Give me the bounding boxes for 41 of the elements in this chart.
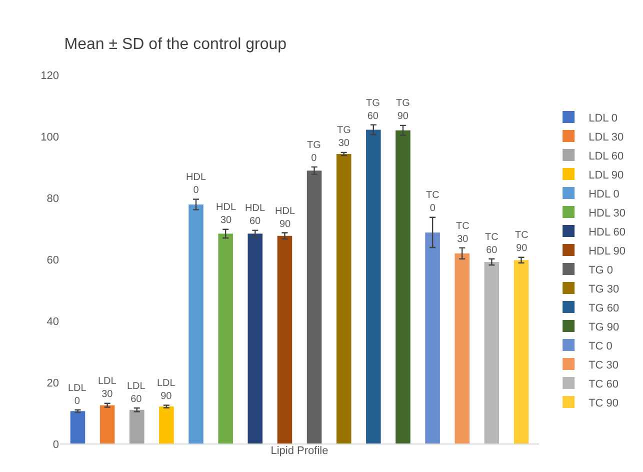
text: LDL 30 [98,376,116,400]
legend-label: TG 0 [588,264,614,276]
y-tick-label: 40 [46,316,59,328]
legend-label: HDL 30 [588,207,626,220]
text: TG 90 [396,98,410,122]
legend-label: LDL 90 [588,169,624,182]
y-tick-label: 100 [40,131,59,144]
legend-label: LDL 30 [588,131,624,144]
text: HDL 30 [216,202,236,226]
text: HDL 90 [275,206,296,230]
text: LDL 90 [157,378,176,402]
legend-label: TC 60 [588,378,619,390]
text: TG 0 [307,140,321,164]
legend-label: TC 90 [588,397,619,410]
legend-label: HDL 0 [588,188,620,200]
legend-label: TC 30 [588,359,619,372]
text: TC 60 [485,232,498,256]
y-tick-label: 60 [46,254,59,266]
text: TG 60 [366,98,380,122]
text: LDL 0 [68,383,86,407]
legend-label: HDL 60 [588,226,626,238]
chart-title: Mean ± SD of the control group [64,36,287,53]
legend-label: TC 0 [588,340,612,352]
y-tick-label: 120 [40,70,59,82]
text: TC 30 [456,221,470,245]
x-axis-title: Lipid Profile [270,445,328,458]
legend-label: LDL 0 [588,112,618,124]
y-tick-label: 20 [46,377,59,390]
legend-label: HDL 90 [588,245,626,258]
legend-label: LDL 60 [588,150,624,162]
text: TC 90 [515,230,528,254]
text: TG 30 [337,125,351,149]
legend-label: TG 90 [588,321,620,334]
y-tick-label: 80 [46,192,59,205]
text: LDL 60 [127,381,146,405]
text: HDL 0 [186,172,206,196]
legend-label: TG 60 [588,302,620,314]
text: TC 0 [426,190,440,214]
text: HDL 60 [245,203,266,227]
legend-label: TG 30 [588,283,620,296]
y-tick-label: 0 [52,438,59,451]
